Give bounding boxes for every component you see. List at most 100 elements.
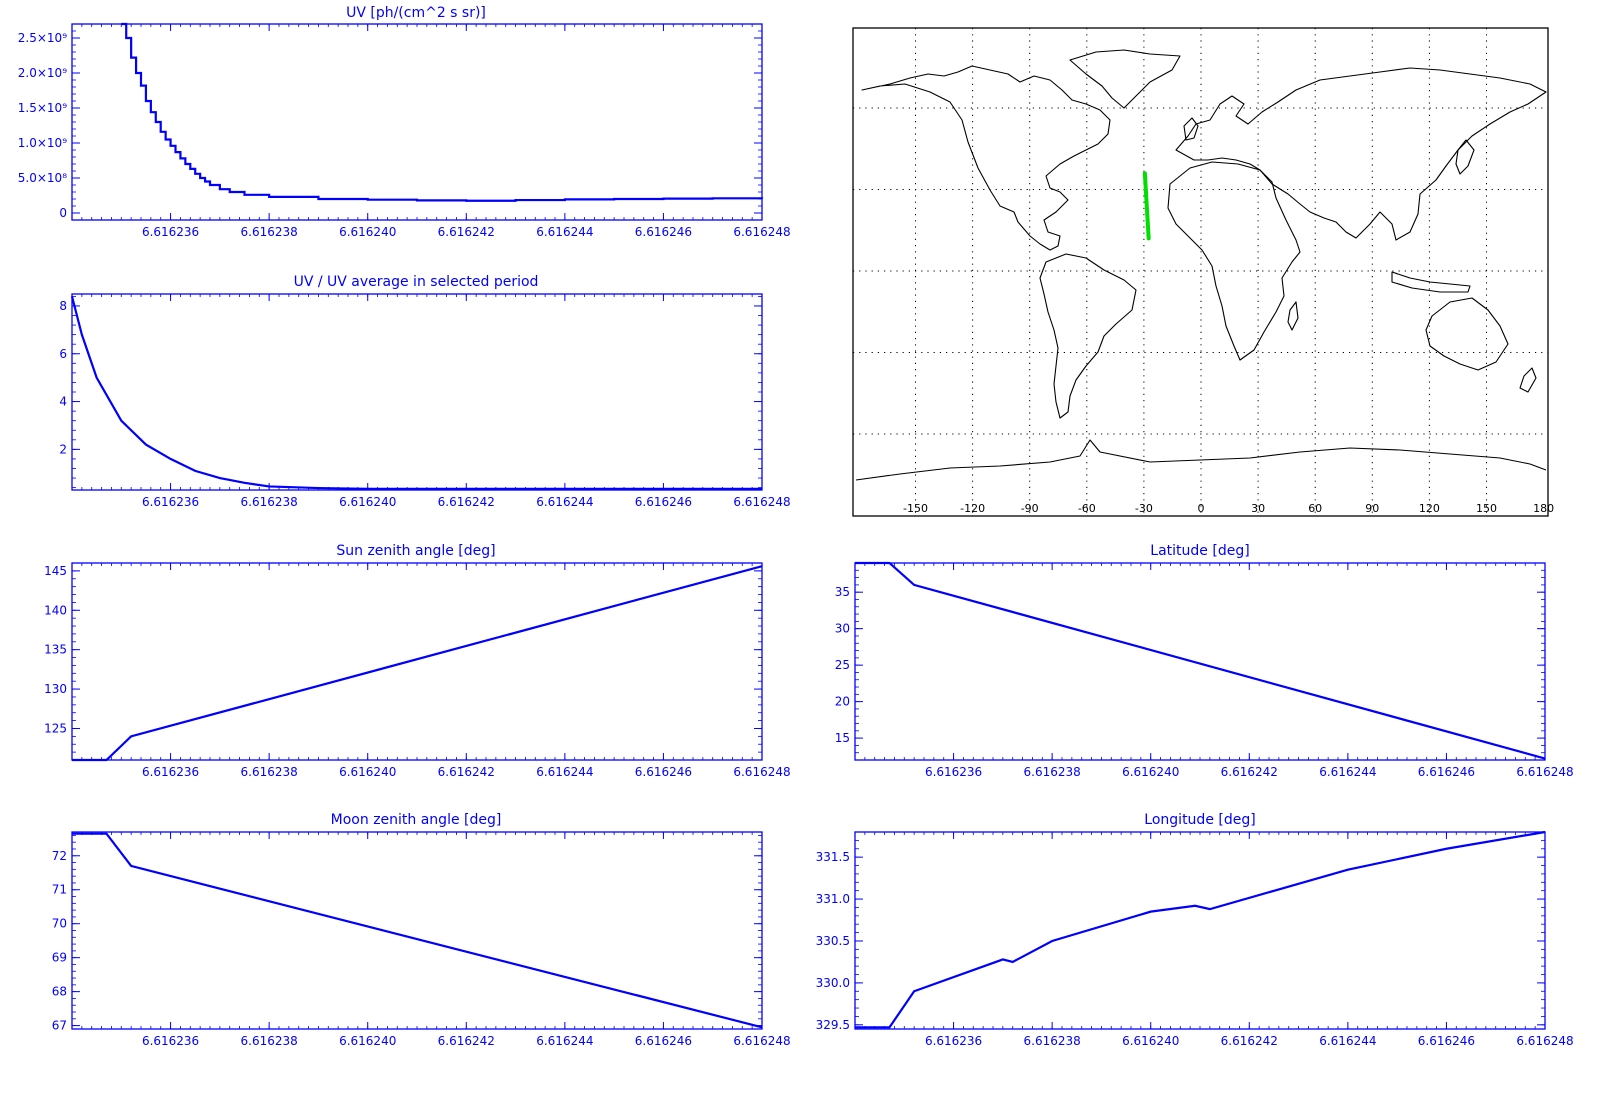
map-lon-label: 120 [1419,502,1440,515]
latitude-y-tick-labels: 15 20 25 30 35 [835,585,850,745]
x-tick-label: 6.616240 [1122,765,1179,779]
y-tick-label: 130 [44,682,67,696]
y-tick-label: 1.5×10⁹ [18,101,67,115]
x-tick-label: 6.616246 [635,225,692,239]
x-tick-label: 6.616240 [339,495,396,509]
x-tick-label: 6.616238 [241,765,298,779]
uv-tick-marks [71,23,763,221]
sun-zenith-y-tick-labels: 125 130 135 140 145 [44,564,67,736]
longitude-series-line [855,830,1546,1029]
y-tick-label: 145 [44,564,67,578]
y-tick-label: 125 [44,721,67,735]
sun-zenith-plot-frame [71,562,763,761]
sun-zenith-chart-title: Sun zenith angle [deg] [336,543,495,559]
y-tick-label: 135 [44,643,67,657]
x-tick-label: 6.616242 [438,495,495,509]
x-tick-label: 6.616236 [142,1034,199,1048]
x-tick-label: 6.616244 [536,1034,593,1048]
y-tick-label: 6 [59,347,67,361]
map-lon-label: -120 [960,502,985,515]
moon-zenith-tick-marks [71,832,763,1029]
latitude-series-line [855,561,1546,760]
uv-ratio-x-tick-labels: 6.616236 6.616238 6.616240 6.616242 6.616244… [142,495,791,509]
x-tick-label: 6.616240 [339,765,396,779]
coast-greenland [1069,49,1181,109]
x-tick-label: 6.616244 [536,495,593,509]
map-lon-label: 30 [1251,502,1265,515]
longitude-tick-marks [854,832,1546,1029]
coast-japan [1455,139,1475,175]
y-tick-label: 0 [59,206,67,220]
map-lon-label: -150 [903,502,928,515]
x-tick-label: 6.616242 [1221,765,1278,779]
sun-zenith-chart: Sun zenith angle [deg] 125 130 135 140 145 6… [44,543,791,779]
x-tick-label: 6.616248 [1516,1034,1573,1048]
coast-indonesia [1391,271,1471,293]
x-tick-label: 6.616248 [733,1034,790,1048]
coast-eurasia [1175,67,1547,241]
x-tick-label: 6.616246 [635,495,692,509]
x-tick-label: 6.616244 [536,765,593,779]
sun-zenith-series-line [72,565,763,762]
map-lon-label: 150 [1476,502,1497,515]
latitude-x-tick-labels: 6.616236 6.616238 6.616240 6.616242 6.616244… [925,765,1574,779]
uv-ratio-chart: UV / UV average in selected period 2468 … [59,274,790,509]
x-tick-label: 6.616246 [1418,765,1475,779]
x-tick-label: 6.616240 [339,225,396,239]
map-lon-label: 180 [1533,502,1554,515]
map-longitude-labels: -150 -120 -90 -60 -30 0 30 60 90 120 150 180 [903,502,1554,515]
y-tick-label: 69 [52,951,67,965]
map-lon-label: 60 [1308,502,1322,515]
y-tick-label: 331.5 [816,850,850,864]
map-lon-label: 90 [1365,502,1379,515]
map-coastlines [855,49,1547,481]
x-tick-label: 6.616246 [1418,1034,1475,1048]
map-lon-label: -90 [1021,502,1039,515]
y-tick-label: 1.0×10⁹ [18,136,67,150]
y-tick-label: 5.0×10⁸ [18,171,67,185]
x-tick-label: 6.616236 [142,495,199,509]
y-tick-label: 30 [835,622,850,636]
sun-zenith-x-tick-labels: 6.616236 6.616238 6.616240 6.616242 6.616244… [142,765,791,779]
y-tick-label: 331.0 [816,892,850,906]
y-tick-label: 329.5 [816,1018,850,1032]
coast-south-america [1039,253,1137,419]
moon-zenith-x-tick-labels: 6.616236 6.616238 6.616240 6.616242 6.616244… [142,1034,791,1048]
moon-zenith-chart: Moon zenith angle [deg] 67 68 69 70 71 72 6.6… [52,812,791,1048]
uv-ratio-chart-title: UV / UV average in selected period [294,274,539,290]
moon-zenith-plot-frame [71,831,763,1030]
y-tick-label: 330.5 [816,934,850,948]
x-tick-label: 6.616246 [635,1034,692,1048]
y-tick-label: 20 [835,695,850,709]
x-tick-label: 6.616238 [1024,765,1081,779]
longitude-chart-title: Longitude [deg] [1144,812,1255,828]
coast-antarctica [855,439,1547,481]
y-tick-label: 25 [835,658,850,672]
map-lon-label: -60 [1078,502,1096,515]
coast-madagascar [1287,301,1299,331]
coast-british-isles [1183,117,1199,141]
x-tick-label: 6.616240 [339,1034,396,1048]
x-tick-label: 6.616242 [1221,1034,1278,1048]
x-tick-label: 6.616248 [733,765,790,779]
x-tick-label: 6.616238 [241,1034,298,1048]
uv-ratio-y-tick-labels: 2 4 6 8 [59,299,67,456]
y-tick-label: 8 [59,299,67,313]
x-tick-label: 6.616238 [241,225,298,239]
sun-zenith-tick-marks [71,562,763,761]
y-tick-label: 330.0 [816,976,850,990]
y-tick-label: 2 [59,442,67,456]
x-tick-label: 6.616248 [1516,765,1573,779]
latitude-chart-title: Latitude [deg] [1150,543,1249,559]
moon-zenith-series-line [72,832,763,1029]
longitude-y-tick-labels: 329.5 330.0 330.5 331.0 331.5 [816,850,850,1032]
y-tick-label: 2.5×10⁹ [18,31,67,45]
y-tick-label: 72 [52,849,67,863]
uv-ratio-series-line [70,296,762,490]
coast-australia [1425,297,1509,371]
latitude-tick-marks [854,562,1546,761]
y-tick-label: 70 [52,917,67,931]
x-tick-label: 6.616236 [925,765,982,779]
